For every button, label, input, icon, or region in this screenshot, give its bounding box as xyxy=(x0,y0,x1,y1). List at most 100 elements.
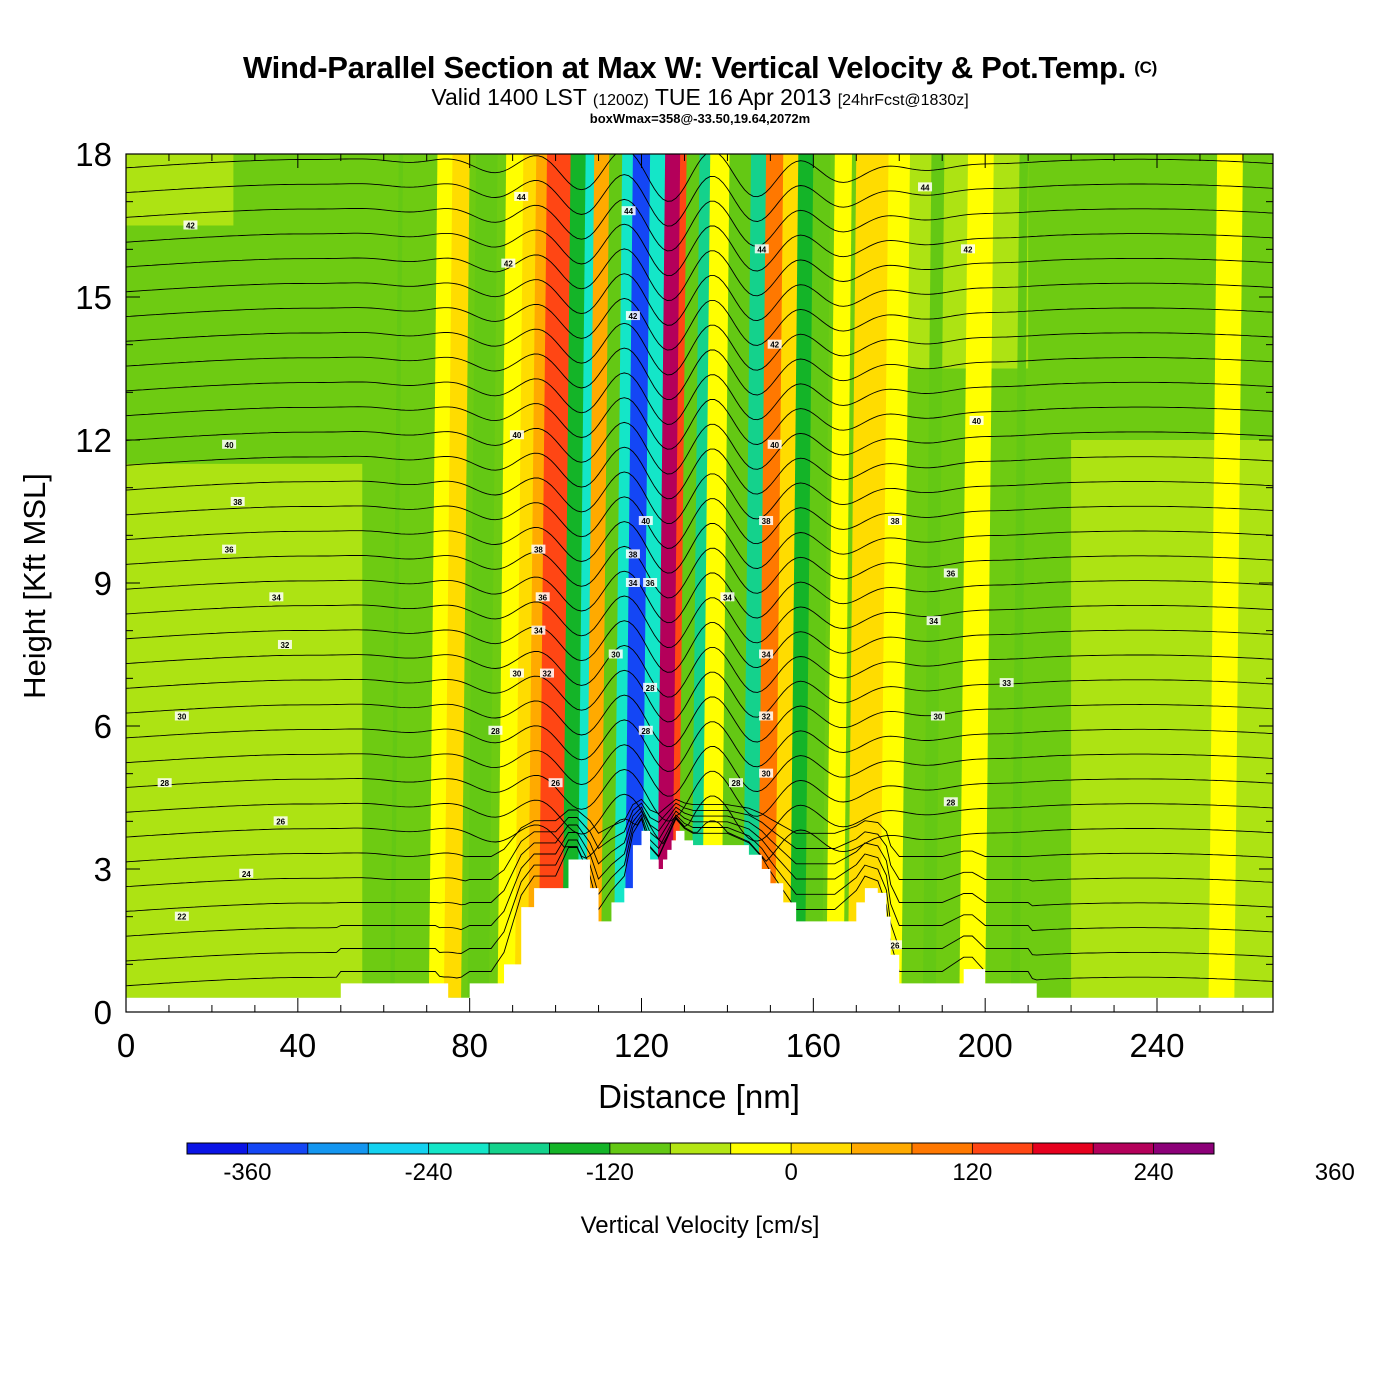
contour-label: 38 xyxy=(887,516,902,526)
contour-label: 40 xyxy=(767,439,782,450)
pot-temp-contour xyxy=(126,814,1273,962)
contour-label-text: 44 xyxy=(757,245,766,254)
contour-label-text: 32 xyxy=(280,641,289,650)
contour-label-text: 40 xyxy=(641,517,650,526)
contour-label-bg xyxy=(531,544,546,554)
contour-label-text: 24 xyxy=(242,870,251,879)
contour-label-bg xyxy=(759,649,774,659)
pot-temp-contour xyxy=(126,694,1273,748)
colorbar-frame xyxy=(186,1142,1215,1155)
valid-prefix: Valid 1400 LST xyxy=(431,84,587,110)
contour-label-text: 26 xyxy=(891,941,900,950)
y-tick-label: 0 xyxy=(94,994,112,1031)
contour-label: 32 xyxy=(539,668,554,679)
valid-time-line: Valid 1400 LST (1200Z) TUE 16 Apr 2013 [… xyxy=(0,86,1400,112)
pot-temp-contour xyxy=(126,645,1273,698)
wave-band xyxy=(922,154,945,998)
contour-label-bg xyxy=(643,578,658,587)
contour-label-bg xyxy=(273,816,288,826)
pot-temp-contour xyxy=(126,471,1273,525)
colorbar-swatch xyxy=(1093,1143,1155,1154)
colorbar-swatch xyxy=(851,1143,913,1154)
wave-band xyxy=(847,154,891,998)
contour-label: 38 xyxy=(531,544,546,555)
contour-label-bg xyxy=(767,439,782,449)
contour-label-text: 26 xyxy=(276,817,285,826)
contour-label-bg xyxy=(535,592,550,602)
contour-label: 44 xyxy=(514,191,529,202)
contour-label-bg xyxy=(767,339,782,349)
contour-label: 36 xyxy=(943,568,958,578)
y-axis-label: Height [Kft MSL] xyxy=(17,473,52,699)
contour-label: 34 xyxy=(269,592,284,602)
region-band xyxy=(890,154,1029,369)
pot-temp-contour xyxy=(126,744,1273,797)
contour-label-text: 44 xyxy=(517,193,526,202)
pot-temp-contour xyxy=(126,793,1273,845)
pot-temp-contour xyxy=(126,154,1273,202)
contour-label-bg xyxy=(621,206,636,216)
contour-label-text: 42 xyxy=(628,312,637,321)
contour-label-bg xyxy=(969,415,984,425)
contour-label-text: 28 xyxy=(646,684,655,693)
contour-label-bg xyxy=(643,682,658,692)
contour-label-bg xyxy=(638,725,653,735)
contour-label-text: 34 xyxy=(534,627,543,636)
y-tick-label: 15 xyxy=(75,279,112,316)
contour-label-bg xyxy=(548,778,563,788)
contour-label-bg xyxy=(269,592,284,602)
contour-label: 36 xyxy=(643,578,658,588)
contour-label: 44 xyxy=(621,206,636,216)
contour-label-bg xyxy=(759,516,774,526)
wave-band xyxy=(959,154,994,998)
pot-temp-contour xyxy=(126,802,1273,888)
colorbar-swatch xyxy=(187,1143,248,1154)
contour-label-bg xyxy=(531,625,546,635)
contour-label-text: 28 xyxy=(160,779,169,788)
wave-band xyxy=(390,154,404,998)
contour-label-bg xyxy=(277,639,292,649)
contour-label-bg xyxy=(729,778,744,788)
contour-label-text: 30 xyxy=(611,651,620,660)
pot-temp-contour xyxy=(126,620,1273,673)
contour-label: 40 xyxy=(222,439,237,450)
contour-label: 32 xyxy=(277,639,292,650)
colorbar-swatch xyxy=(428,1143,490,1154)
contour-label-text: 28 xyxy=(732,779,741,788)
contour-label-text: 34 xyxy=(723,593,732,602)
contour-label: 34 xyxy=(531,625,546,636)
x-axis-label: Distance [nm] xyxy=(598,1078,800,1115)
contour-label-text: 28 xyxy=(946,798,955,807)
contour-label-text: 42 xyxy=(964,245,973,254)
pot-temp-contour xyxy=(126,496,1273,549)
pot-temp-contour xyxy=(126,372,1273,425)
y-tick-label: 6 xyxy=(94,708,112,745)
contour-label: 42 xyxy=(960,244,975,254)
contour-label: 36 xyxy=(535,592,550,602)
pot-temp-contour xyxy=(126,810,1273,937)
pot-temp-contour xyxy=(126,545,1273,599)
pot-temp-contour xyxy=(126,446,1273,500)
contour-label-text: 38 xyxy=(233,498,242,507)
contour-label-text: 44 xyxy=(624,207,633,216)
contour-label-text: 42 xyxy=(504,260,513,269)
region-band xyxy=(1071,440,1273,998)
contour-label-bg xyxy=(999,678,1014,688)
contour-label-text: 34 xyxy=(929,617,938,626)
pot-temp-contour xyxy=(126,421,1273,475)
pot-temp-contour xyxy=(126,595,1273,648)
colorbar-tick-label: 0 xyxy=(784,1159,797,1186)
colorbar-tick-label: -240 xyxy=(405,1159,453,1186)
colorbar-swatch xyxy=(791,1143,853,1154)
pot-temp-contour xyxy=(126,669,1273,723)
pot-temp-contour xyxy=(126,816,1273,862)
x-tick-label: 120 xyxy=(614,1027,669,1064)
contour-label-bg xyxy=(239,868,254,878)
contour-label: 24 xyxy=(239,868,254,879)
terrain-fill xyxy=(126,830,1273,1012)
contour-label-text: 26 xyxy=(551,779,560,788)
contour-label-text: 36 xyxy=(538,593,547,602)
wave-band xyxy=(1010,154,1029,998)
